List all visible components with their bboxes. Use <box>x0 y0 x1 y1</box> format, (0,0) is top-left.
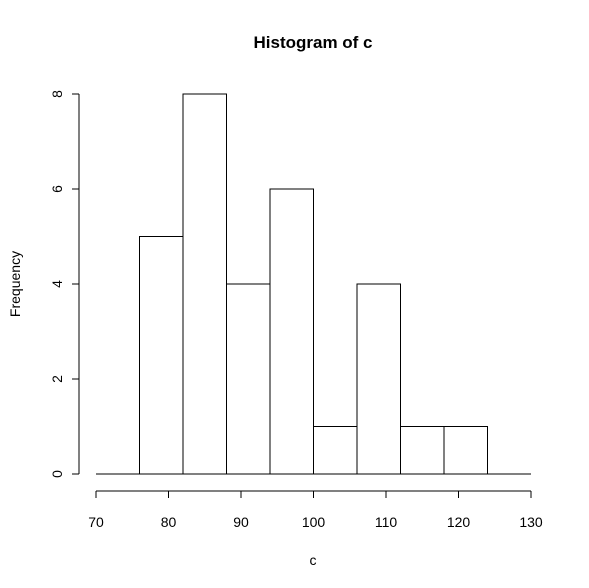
x-tick-label: 110 <box>375 514 398 530</box>
chart-title: Histogram of c <box>253 33 372 52</box>
y-axis: 0 2 4 6 8 <box>49 90 80 478</box>
y-tick-label: 8 <box>49 90 65 98</box>
histogram-bar <box>443 426 488 475</box>
x-tick-label: 90 <box>233 514 249 530</box>
histogram-bar <box>269 188 314 475</box>
y-axis-label: Frequency <box>7 251 23 317</box>
x-tick-label: 120 <box>447 514 471 530</box>
x-tick-label: 80 <box>161 514 177 530</box>
histogram-bar <box>400 426 445 475</box>
y-tick-label: 6 <box>49 185 65 193</box>
histogram-bar <box>226 283 271 475</box>
x-tick-label: 130 <box>519 514 543 530</box>
histogram-bar <box>182 93 227 475</box>
y-tick-label: 0 <box>49 470 65 478</box>
histogram-bar <box>313 426 358 475</box>
histogram-bar <box>356 283 401 475</box>
y-tick-label: 2 <box>49 375 65 383</box>
x-axis: 70 80 90 100 110 120 130 <box>88 490 543 530</box>
bars-group <box>96 93 531 475</box>
histogram-bar <box>139 236 184 475</box>
x-axis-label: c <box>310 552 317 568</box>
x-tick-label: 100 <box>302 514 326 530</box>
x-tick-label: 70 <box>88 514 104 530</box>
y-tick-label: 4 <box>49 280 65 288</box>
